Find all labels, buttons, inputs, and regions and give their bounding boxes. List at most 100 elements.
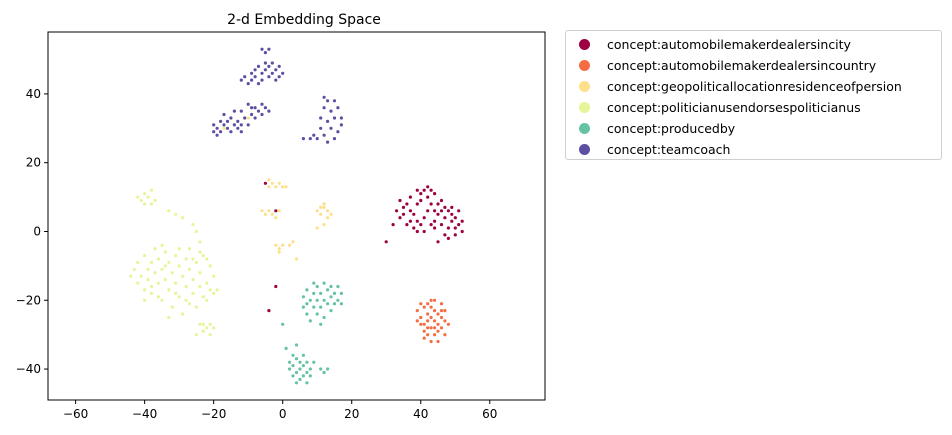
point-series-0-45 xyxy=(422,229,426,234)
point-series-3-32 xyxy=(163,278,167,282)
legend-marker xyxy=(579,144,590,155)
point-series-2-26 xyxy=(319,205,323,209)
point-series-1-33 xyxy=(429,298,433,302)
point-series-0-41 xyxy=(419,198,423,203)
point-series-4-40 xyxy=(298,367,302,371)
point-series-0-5 xyxy=(401,212,406,216)
point-series-5-52 xyxy=(281,71,285,75)
point-series-5-56 xyxy=(315,137,319,141)
point-series-4-14 xyxy=(322,298,326,302)
point-series-5-2 xyxy=(215,133,219,137)
point-series-5-51 xyxy=(277,64,281,68)
point-series-3-63 xyxy=(177,247,181,251)
point-series-0-25 xyxy=(436,212,440,216)
point-series-2-5 xyxy=(281,185,285,189)
point-series-1-20 xyxy=(439,326,444,330)
point-series-5-28 xyxy=(260,102,264,106)
point-series-3-62 xyxy=(160,243,164,247)
point-series-4-52 xyxy=(326,367,330,371)
point-series-5-76 xyxy=(326,140,330,144)
point-series-4-23 xyxy=(336,284,340,289)
point-series-4-17 xyxy=(326,302,330,306)
point-series-1-22 xyxy=(443,319,447,323)
point-series-1-34 xyxy=(433,326,437,330)
point-series-1-21 xyxy=(443,309,447,313)
point-series-3-59 xyxy=(212,291,216,295)
point-series-4-54 xyxy=(294,343,299,347)
legend-label: concept:geopoliticallocationresidenceofp… xyxy=(607,79,902,94)
point-series-0-16 xyxy=(422,216,426,220)
point-series-3-81 xyxy=(201,322,205,326)
point-series-3-22 xyxy=(146,278,150,282)
point-series-2-24 xyxy=(322,202,326,206)
point-series-4-5 xyxy=(308,319,312,323)
point-series-4-41 xyxy=(298,377,302,381)
point-series-1-23 xyxy=(443,333,447,337)
point-series-4-45 xyxy=(305,360,309,364)
point-series-5-74 xyxy=(312,133,316,137)
point-series-4-37 xyxy=(294,370,299,375)
points-layer xyxy=(129,47,464,385)
point-series-5-70 xyxy=(339,116,343,120)
point-series-2-28 xyxy=(315,226,319,230)
point-series-2-16 xyxy=(277,250,281,254)
point-series-3-1 xyxy=(139,198,143,203)
point-series-5-17 xyxy=(239,123,243,127)
point-series-3-25 xyxy=(153,247,157,251)
legend-item: concept:geopoliticallocationresidenceofp… xyxy=(566,76,941,97)
point-series-3-10 xyxy=(181,216,185,220)
point-series-5-27 xyxy=(260,112,264,117)
point-series-4-3 xyxy=(305,312,309,316)
point-series-5-59 xyxy=(322,133,326,137)
point-series-5-3 xyxy=(215,126,219,130)
point-series-5-62 xyxy=(326,99,330,103)
point-series-0-47 xyxy=(398,198,402,203)
point-series-0-56 xyxy=(263,181,267,185)
point-series-5-0 xyxy=(212,130,216,134)
point-series-0-29 xyxy=(443,233,447,237)
point-series-0-22 xyxy=(433,226,437,230)
point-series-4-13 xyxy=(322,281,326,285)
legend-marker xyxy=(579,123,590,134)
point-series-1-16 xyxy=(436,312,440,316)
point-series-3-6 xyxy=(153,198,157,203)
point-series-0-24 xyxy=(436,240,440,244)
point-series-3-64 xyxy=(187,247,192,251)
y-tick-label: 40 xyxy=(26,87,41,101)
point-series-0-55 xyxy=(450,212,454,216)
point-series-0-40 xyxy=(415,188,419,192)
point-series-3-9 xyxy=(174,212,178,216)
point-series-3-30 xyxy=(160,298,164,302)
point-series-5-20 xyxy=(246,123,250,127)
point-series-3-74 xyxy=(205,257,209,261)
y-tick-label: 20 xyxy=(26,156,41,170)
x-axis: −60 −40 −20 0 20 40 60 xyxy=(63,400,497,421)
point-series-5-22 xyxy=(250,112,254,117)
point-series-1-35 xyxy=(439,309,444,313)
point-series-5-63 xyxy=(329,126,333,130)
point-series-1-15 xyxy=(433,333,437,337)
point-series-3-38 xyxy=(174,281,178,285)
point-series-1-18 xyxy=(436,329,440,333)
point-series-5-66 xyxy=(332,116,337,120)
point-series-3-40 xyxy=(177,264,181,268)
point-series-0-21 xyxy=(433,192,437,196)
point-series-3-82 xyxy=(208,322,212,326)
point-series-0-35 xyxy=(453,216,457,220)
point-series-0-13 xyxy=(419,192,423,196)
point-series-1-6 xyxy=(426,302,430,306)
point-series-5-53 xyxy=(260,47,264,51)
point-series-3-51 xyxy=(198,284,202,289)
point-series-2-8 xyxy=(263,212,267,216)
point-series-5-10 xyxy=(229,130,233,134)
point-series-3-56 xyxy=(205,298,209,302)
point-series-0-52 xyxy=(436,202,440,206)
point-series-5-55 xyxy=(267,47,271,51)
point-series-2-10 xyxy=(270,212,274,216)
point-series-2-0 xyxy=(267,178,271,182)
point-series-4-8 xyxy=(315,284,319,289)
point-series-5-37 xyxy=(253,75,257,79)
x-tick-label: 40 xyxy=(413,407,428,421)
point-series-3-72 xyxy=(191,257,195,261)
